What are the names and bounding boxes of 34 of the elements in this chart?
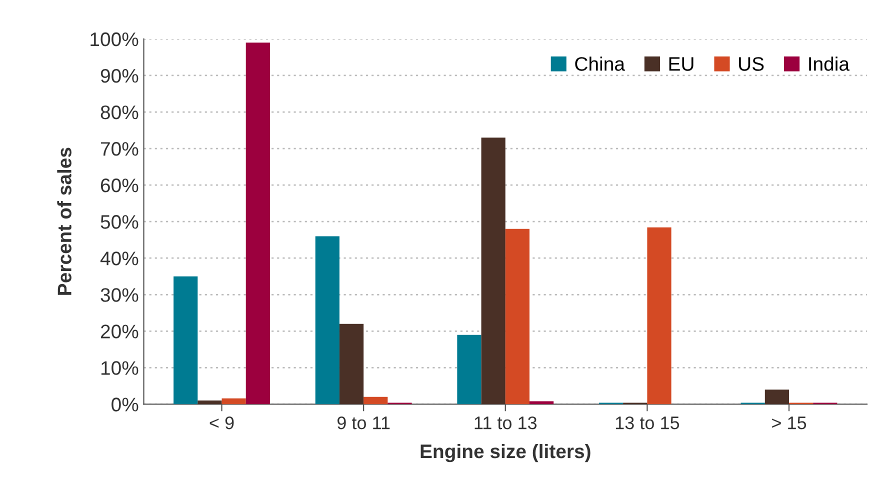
y-tick-label: 10% xyxy=(101,361,138,375)
y-tick-label: 80% xyxy=(100,105,138,120)
y-tick-label: 20% xyxy=(100,324,138,338)
bar xyxy=(222,398,246,404)
bar xyxy=(481,138,506,404)
legend-label: US xyxy=(739,57,764,71)
bar xyxy=(457,334,482,404)
y-tick-label: 40% xyxy=(100,252,138,266)
bar xyxy=(647,227,672,404)
bar xyxy=(198,400,222,404)
bar xyxy=(339,324,364,404)
y-axis-title: Percent of sales xyxy=(57,148,72,295)
legend-label: India xyxy=(809,56,850,71)
y-tick-label: 0% xyxy=(112,398,138,412)
bar xyxy=(505,228,530,404)
bar xyxy=(364,396,388,404)
legend-label: China xyxy=(575,56,625,71)
x-tick-label: < 9 xyxy=(210,416,234,430)
y-tick-label: 90% xyxy=(100,68,138,83)
x-axis-title: Engine size (liters) xyxy=(420,444,590,462)
x-tick-label: 11 to 13 xyxy=(474,416,537,430)
bar xyxy=(174,276,198,404)
x-tick-label: 9 to 11 xyxy=(337,416,390,430)
bar xyxy=(315,236,340,404)
bar xyxy=(764,390,790,404)
y-tick-label: 50% xyxy=(100,215,138,229)
bar xyxy=(246,42,270,404)
y-tick-label: 60% xyxy=(100,178,138,192)
x-tick-label: > 15 xyxy=(772,416,806,430)
y-tick-label: 100% xyxy=(90,32,138,46)
x-tick-label: 13 to 15 xyxy=(616,416,680,430)
y-tick-label: 70% xyxy=(100,142,138,156)
legend-label: EU xyxy=(669,57,694,71)
y-tick-label: 30% xyxy=(100,288,138,302)
